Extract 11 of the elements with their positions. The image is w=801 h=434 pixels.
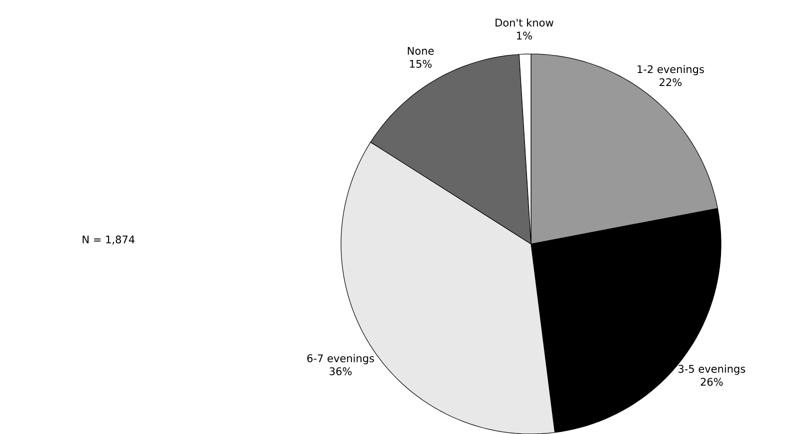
data-label: 36% — [330, 367, 352, 376]
data-label: 26% — [700, 378, 723, 386]
slice-label: 1-2 evenings — [638, 64, 704, 76]
slice-label: None — [408, 46, 434, 55]
data-label: 15% — [410, 60, 432, 68]
text: N = 1,874 — [82, 235, 134, 244]
data-label: 22% — [660, 78, 682, 86]
slice-label: 6-7 evenings — [307, 354, 374, 364]
data-label: 1% — [517, 32, 532, 40]
slice-label: Don't know — [496, 18, 554, 26]
slice-label: 3-5 evenings — [678, 364, 746, 375]
